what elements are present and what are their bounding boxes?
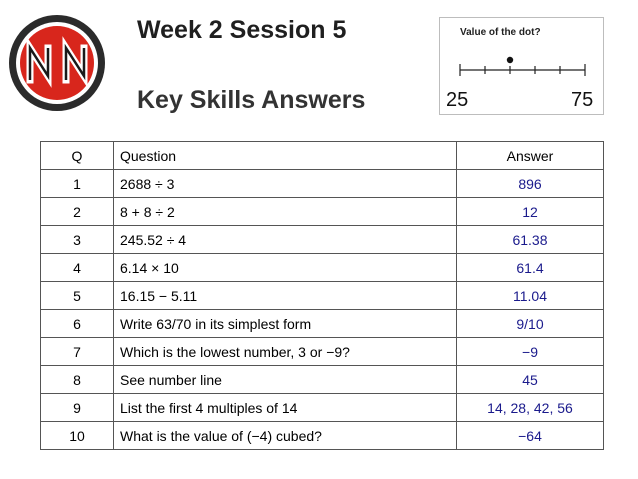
row-question: See number line bbox=[113, 365, 457, 394]
page-title: Week 2 Session 5 bbox=[137, 16, 347, 44]
row-number: 3 bbox=[40, 225, 114, 254]
row-question: List the first 4 multiples of 14 bbox=[113, 393, 457, 422]
row-number: 7 bbox=[40, 337, 114, 366]
page-subtitle: Key Skills Answers bbox=[137, 86, 366, 114]
table-row: 6 Write 63/70 in its simplest form 9/10 bbox=[40, 309, 604, 338]
number-line-max-label: 75 bbox=[571, 89, 594, 111]
number-line bbox=[459, 56, 586, 76]
header-answer: Answer bbox=[456, 141, 604, 170]
number-line-dot bbox=[506, 56, 514, 64]
row-answer: −9 bbox=[456, 337, 604, 366]
row-question: Which is the lowest number, 3 or −9? bbox=[113, 337, 457, 366]
row-number: 6 bbox=[40, 309, 114, 338]
table-row: 9 List the first 4 multiples of 14 14, 28,… bbox=[40, 393, 604, 422]
row-number: 4 bbox=[40, 253, 114, 282]
table-row: 10 What is the value of (−4) cubed? −64 bbox=[40, 421, 604, 450]
row-question: Write 63/70 in its simplest form bbox=[113, 309, 457, 338]
row-answer: 9/10 bbox=[456, 309, 604, 338]
row-number: 10 bbox=[40, 421, 114, 450]
row-number: 9 bbox=[40, 393, 114, 422]
table-row: 1 2688 ÷ 3 896 bbox=[40, 169, 604, 198]
row-question: 2688 ÷ 3 bbox=[113, 169, 457, 198]
number-line-min-label: 25 bbox=[446, 89, 469, 111]
row-answer: 12 bbox=[456, 197, 604, 226]
row-answer: 14, 28, 42, 56 bbox=[456, 393, 604, 422]
row-question: 245.52 ÷ 4 bbox=[113, 225, 457, 254]
header-q: Q bbox=[40, 141, 114, 170]
row-number: 8 bbox=[40, 365, 114, 394]
table-row: 8 See number line 45 bbox=[40, 365, 604, 394]
key-skills-table: Q Question Answer 1 2688 ÷ 3 896 2 8 + 8 ÷ 2… bbox=[40, 141, 604, 450]
table-row: 4 6.14 × 10 61.4 bbox=[40, 253, 604, 282]
row-question: 16.15 − 5.11 bbox=[113, 281, 457, 310]
nn-logo: NN bbox=[9, 15, 105, 111]
table-row: 3 245.52 ÷ 4 61.38 bbox=[40, 225, 604, 254]
table-row: 7 Which is the lowest number, 3 or −9? −9 bbox=[40, 337, 604, 366]
number-line-panel: Value of the dot? 25 75 bbox=[439, 17, 604, 115]
table-row: 5 16.15 − 5.11 11.04 bbox=[40, 281, 604, 310]
row-question: 8 + 8 ÷ 2 bbox=[113, 197, 457, 226]
row-answer: 45 bbox=[456, 365, 604, 394]
row-number: 5 bbox=[40, 281, 114, 310]
row-number: 2 bbox=[40, 197, 114, 226]
row-answer: 61.38 bbox=[456, 225, 604, 254]
row-answer: 11.04 bbox=[456, 281, 604, 310]
header-question: Question bbox=[113, 141, 457, 170]
number-line-caption: Value of the dot? bbox=[460, 27, 541, 38]
row-answer: −64 bbox=[456, 421, 604, 450]
row-answer: 896 bbox=[456, 169, 604, 198]
table-header-row: Q Question Answer bbox=[40, 141, 604, 170]
row-question: What is the value of (−4) cubed? bbox=[113, 421, 457, 450]
row-number: 1 bbox=[40, 169, 114, 198]
row-question: 6.14 × 10 bbox=[113, 253, 457, 282]
row-answer: 61.4 bbox=[456, 253, 604, 282]
